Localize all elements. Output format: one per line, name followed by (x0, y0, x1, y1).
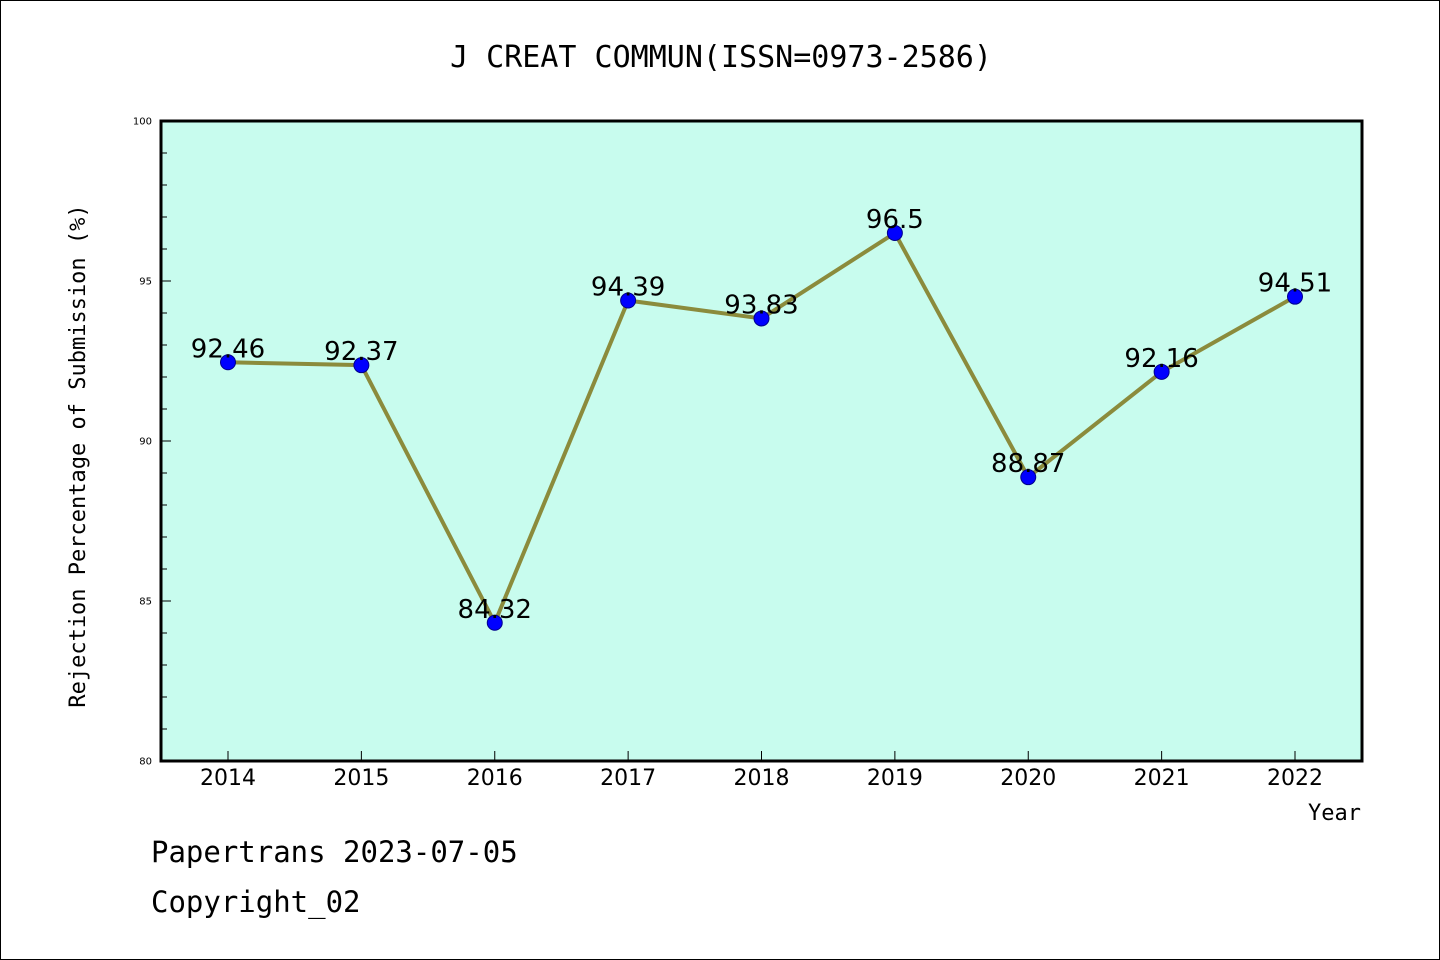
chart-title: J CREAT COMMUN(ISSN=0973-2586) (450, 40, 992, 75)
data-point (1287, 288, 1303, 305)
x-tick-label: 2017 (600, 766, 656, 791)
data-point (886, 225, 903, 241)
data-point (1020, 469, 1037, 486)
y-axis-label: Rejection Percentage of Submission (%) (66, 204, 91, 707)
data-label: 84.32 (458, 595, 532, 625)
data-point (753, 310, 770, 327)
y-tick-label: 90 (139, 437, 152, 448)
x-tick-label: 2018 (734, 766, 790, 791)
data-label: 88.87 (991, 449, 1065, 479)
data-label: 92.37 (324, 337, 398, 367)
x-axis-label: Year (1308, 801, 1361, 826)
footer-date: Papertrans 2023-07-05 (151, 835, 518, 869)
x-tick-label: 2019 (867, 766, 923, 791)
data-label: 92.16 (1124, 344, 1198, 374)
data-label: 92.46 (191, 334, 265, 364)
data-point (1153, 363, 1170, 380)
x-tick-label: 2022 (1267, 766, 1323, 791)
data-label: 96.5 (866, 205, 924, 235)
series: 92.46 92.37 84.32 94.39 93.83 96.5 88.87 92.16 9… (191, 205, 1332, 631)
y-tick-label: 95 (139, 277, 152, 288)
y-tick-label: 85 (139, 597, 152, 608)
plot-area (159, 119, 1364, 763)
data-label: 93.83 (724, 290, 798, 320)
x-tick-label: 2015 (333, 766, 389, 791)
x-tick-label: 2016 (467, 766, 523, 791)
x-tick-label: 2021 (1134, 766, 1190, 791)
data-point (620, 292, 637, 309)
data-point (353, 357, 370, 374)
data-point (486, 614, 503, 631)
y-tick-label: 100 (133, 117, 152, 128)
y-axis: 80 85 90 95 100 (133, 117, 171, 768)
footer-copyright: Copyright_02 (151, 885, 361, 919)
y-tick-label: 80 (139, 757, 152, 768)
data-point (220, 354, 236, 371)
x-axis: 2014 2015 2016 2017 2018 2019 2020 2021 2022 (200, 751, 1323, 791)
data-label: 94.51 (1258, 269, 1332, 299)
data-label: 94.39 (591, 273, 665, 303)
x-tick-label: 2020 (1000, 766, 1056, 791)
x-tick-label: 2014 (200, 766, 256, 791)
